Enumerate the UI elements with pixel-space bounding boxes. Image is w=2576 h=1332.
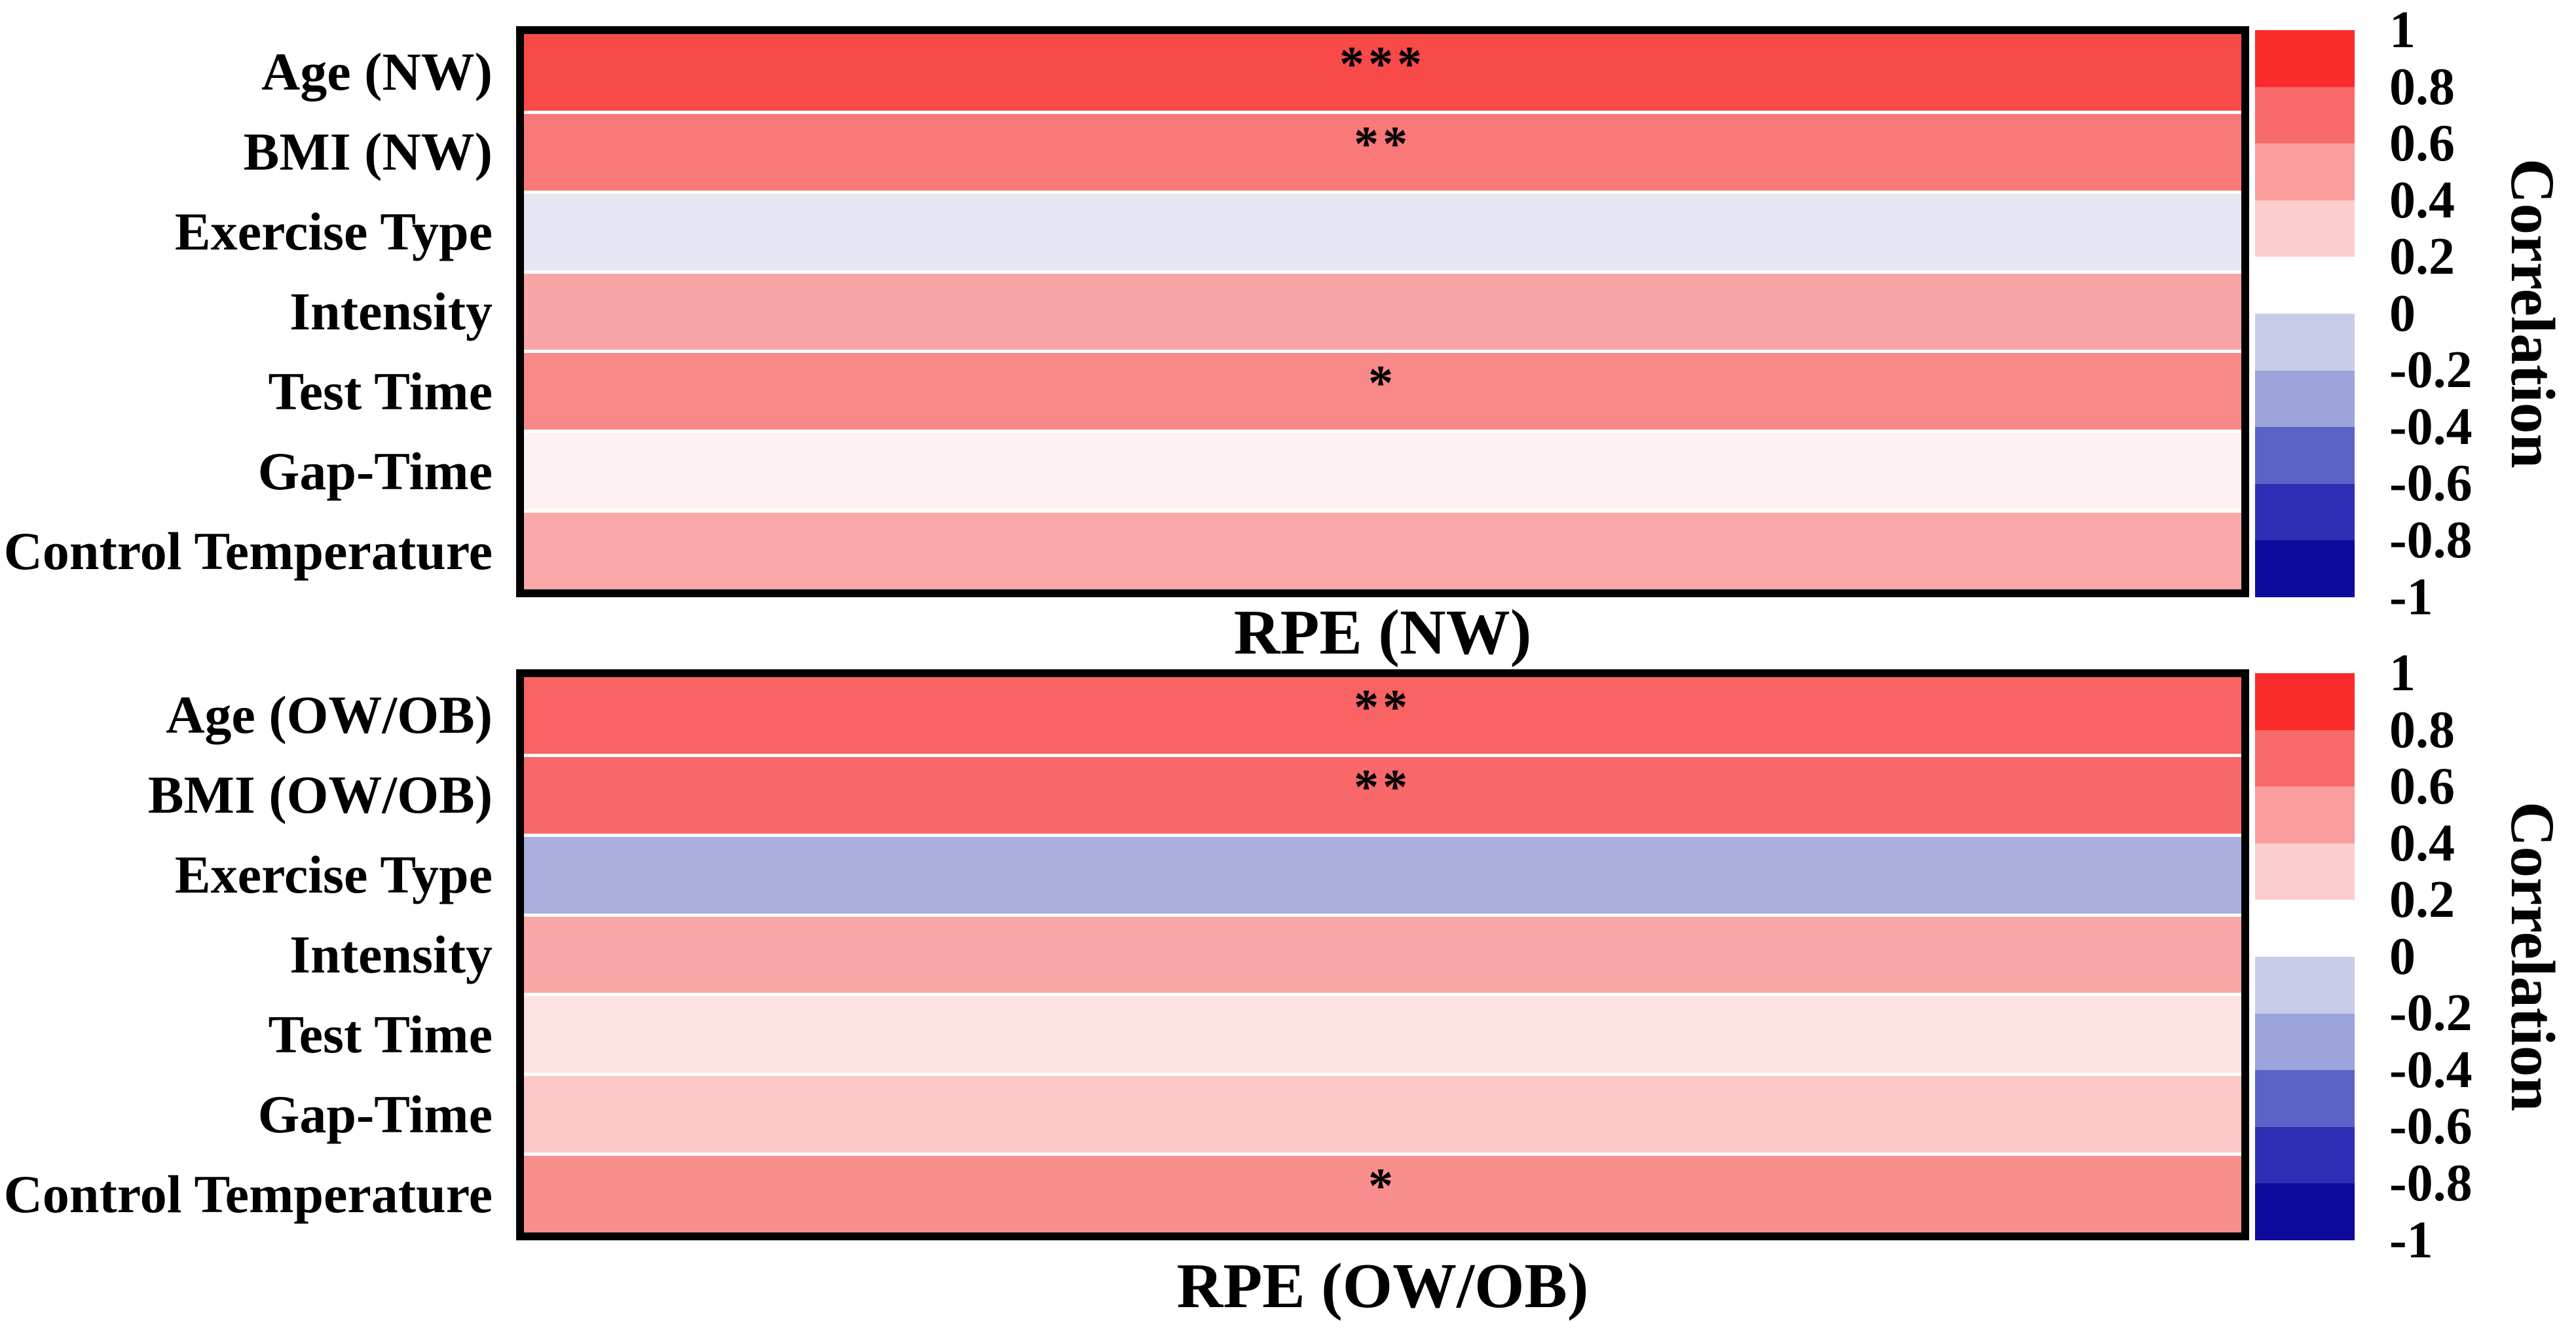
x-axis-title-nw: RPE (NW) — [1233, 597, 1532, 668]
colorbar-tick-label: 1 — [2389, 644, 2416, 702]
colorbar-tick-label: 0 — [2389, 928, 2416, 986]
heatmap-cell — [524, 193, 2241, 270]
significance-stars: * — [1368, 356, 1397, 411]
row-label: Test Time — [268, 1004, 493, 1064]
significance-stars: ** — [1354, 759, 1411, 815]
colorbar-title-nw: Correlation — [2498, 158, 2567, 469]
colorbar-tick-label: -0.8 — [2389, 1155, 2473, 1212]
row-label: Age (OW/OB) — [166, 685, 493, 745]
colorbar-band — [2255, 673, 2355, 730]
colorbar-band — [2255, 200, 2355, 257]
colorbar-tick-label: 0.8 — [2389, 58, 2455, 116]
colorbar-tick-label: -1 — [2389, 1212, 2433, 1269]
x-axis-title-owob: RPE (OW/OB) — [1176, 1251, 1589, 1322]
colorbar-tick-label: 0.2 — [2389, 871, 2455, 929]
colorbar-owob — [2255, 673, 2355, 1240]
row-labels-owob: Age (OW/OB) BMI (OW/OB) Exercise Type In… — [0, 677, 504, 1232]
colorbar-tick-label: 0.8 — [2389, 701, 2455, 759]
significance-stars: ** — [1354, 116, 1411, 172]
colorbar-band — [2255, 1013, 2355, 1071]
colorbar-tick-label: 0.6 — [2389, 758, 2455, 815]
row-label: Exercise Type — [174, 202, 493, 262]
row-label: Test Time — [268, 361, 493, 421]
colorbar-band — [2255, 843, 2355, 900]
heatmap-cell — [524, 916, 2241, 993]
colorbar-band — [2255, 257, 2355, 314]
row-label: Intensity — [289, 925, 493, 984]
heatmap-cell: * — [524, 1156, 2241, 1233]
row-label: Gap-Time — [257, 1084, 493, 1144]
colorbar-band — [2255, 900, 2355, 957]
colorbar-tick-label: 0.2 — [2389, 228, 2455, 286]
colorbar-tick-label: 0.6 — [2389, 115, 2455, 172]
colorbar-band — [2255, 427, 2355, 484]
colorbar-tick-label: 1 — [2389, 1, 2416, 59]
row-label: BMI (OW/OB) — [147, 765, 493, 825]
row-label: Exercise Type — [174, 845, 493, 905]
row-label: BMI (NW) — [243, 122, 493, 182]
colorbar-tick-label: 0.4 — [2389, 815, 2455, 872]
heatmap-cell: ** — [524, 113, 2241, 191]
colorbar-tick-label: -0.4 — [2389, 398, 2473, 456]
colorbar-band — [2255, 313, 2355, 371]
heatmap-cell — [524, 836, 2241, 914]
colorbar-band — [2255, 956, 2355, 1014]
row-label: Gap-Time — [257, 441, 493, 501]
heatmap-grid-nw: *** ** * — [516, 26, 2249, 597]
colorbar-tick-label: -0.4 — [2389, 1041, 2473, 1099]
significance-stars: * — [1368, 1158, 1397, 1214]
colorbar-band — [2255, 30, 2355, 87]
colorbar-band — [2255, 143, 2355, 200]
colorbar-tick-label: -0.8 — [2389, 511, 2473, 569]
heatmap-cell — [524, 433, 2241, 510]
colorbar-tick-label: -1 — [2389, 568, 2433, 626]
row-label: Control Temperature — [3, 521, 493, 581]
colorbar-band — [2255, 1070, 2355, 1127]
colorbar-band — [2255, 483, 2355, 541]
heatmap-cell — [524, 513, 2241, 590]
heatmap-cell: ** — [524, 756, 2241, 834]
heatmap-cell: *** — [524, 34, 2241, 111]
colorbar-band — [2255, 1126, 2355, 1184]
heatmap-cell — [524, 1076, 2241, 1153]
heatmap-cell — [524, 273, 2241, 350]
row-label: Control Temperature — [3, 1164, 493, 1224]
colorbar-band — [2255, 786, 2355, 843]
colorbar-tick-label: -0.2 — [2389, 984, 2473, 1042]
colorbar-band — [2255, 86, 2355, 144]
colorbar-band — [2255, 730, 2355, 787]
heatmap-cell: ** — [524, 677, 2241, 754]
heatmap-cell — [524, 996, 2241, 1073]
colorbar-tick-label: -0.6 — [2389, 1098, 2473, 1155]
colorbar-nw — [2255, 30, 2355, 597]
colorbar-tick-label: 0 — [2389, 285, 2416, 342]
heatmap-grid-owob: ** ** * — [516, 669, 2249, 1240]
colorbar-tick-label: 0.4 — [2389, 172, 2455, 229]
colorbar-band — [2255, 540, 2355, 597]
colorbar-title-owob: Correlation — [2498, 802, 2567, 1112]
row-label: Age (NW) — [261, 42, 493, 102]
significance-stars: *** — [1339, 37, 1426, 92]
colorbar-band — [2255, 370, 2355, 428]
row-labels-nw: Age (NW) BMI (NW) Exercise Type Intensit… — [0, 34, 504, 589]
colorbar-band — [2255, 1183, 2355, 1240]
colorbar-tick-label: -0.2 — [2389, 341, 2473, 399]
heatmap-cell: * — [524, 353, 2241, 430]
significance-stars: ** — [1354, 680, 1411, 735]
colorbar-tick-label: -0.6 — [2389, 454, 2473, 512]
row-label: Intensity — [289, 282, 493, 341]
